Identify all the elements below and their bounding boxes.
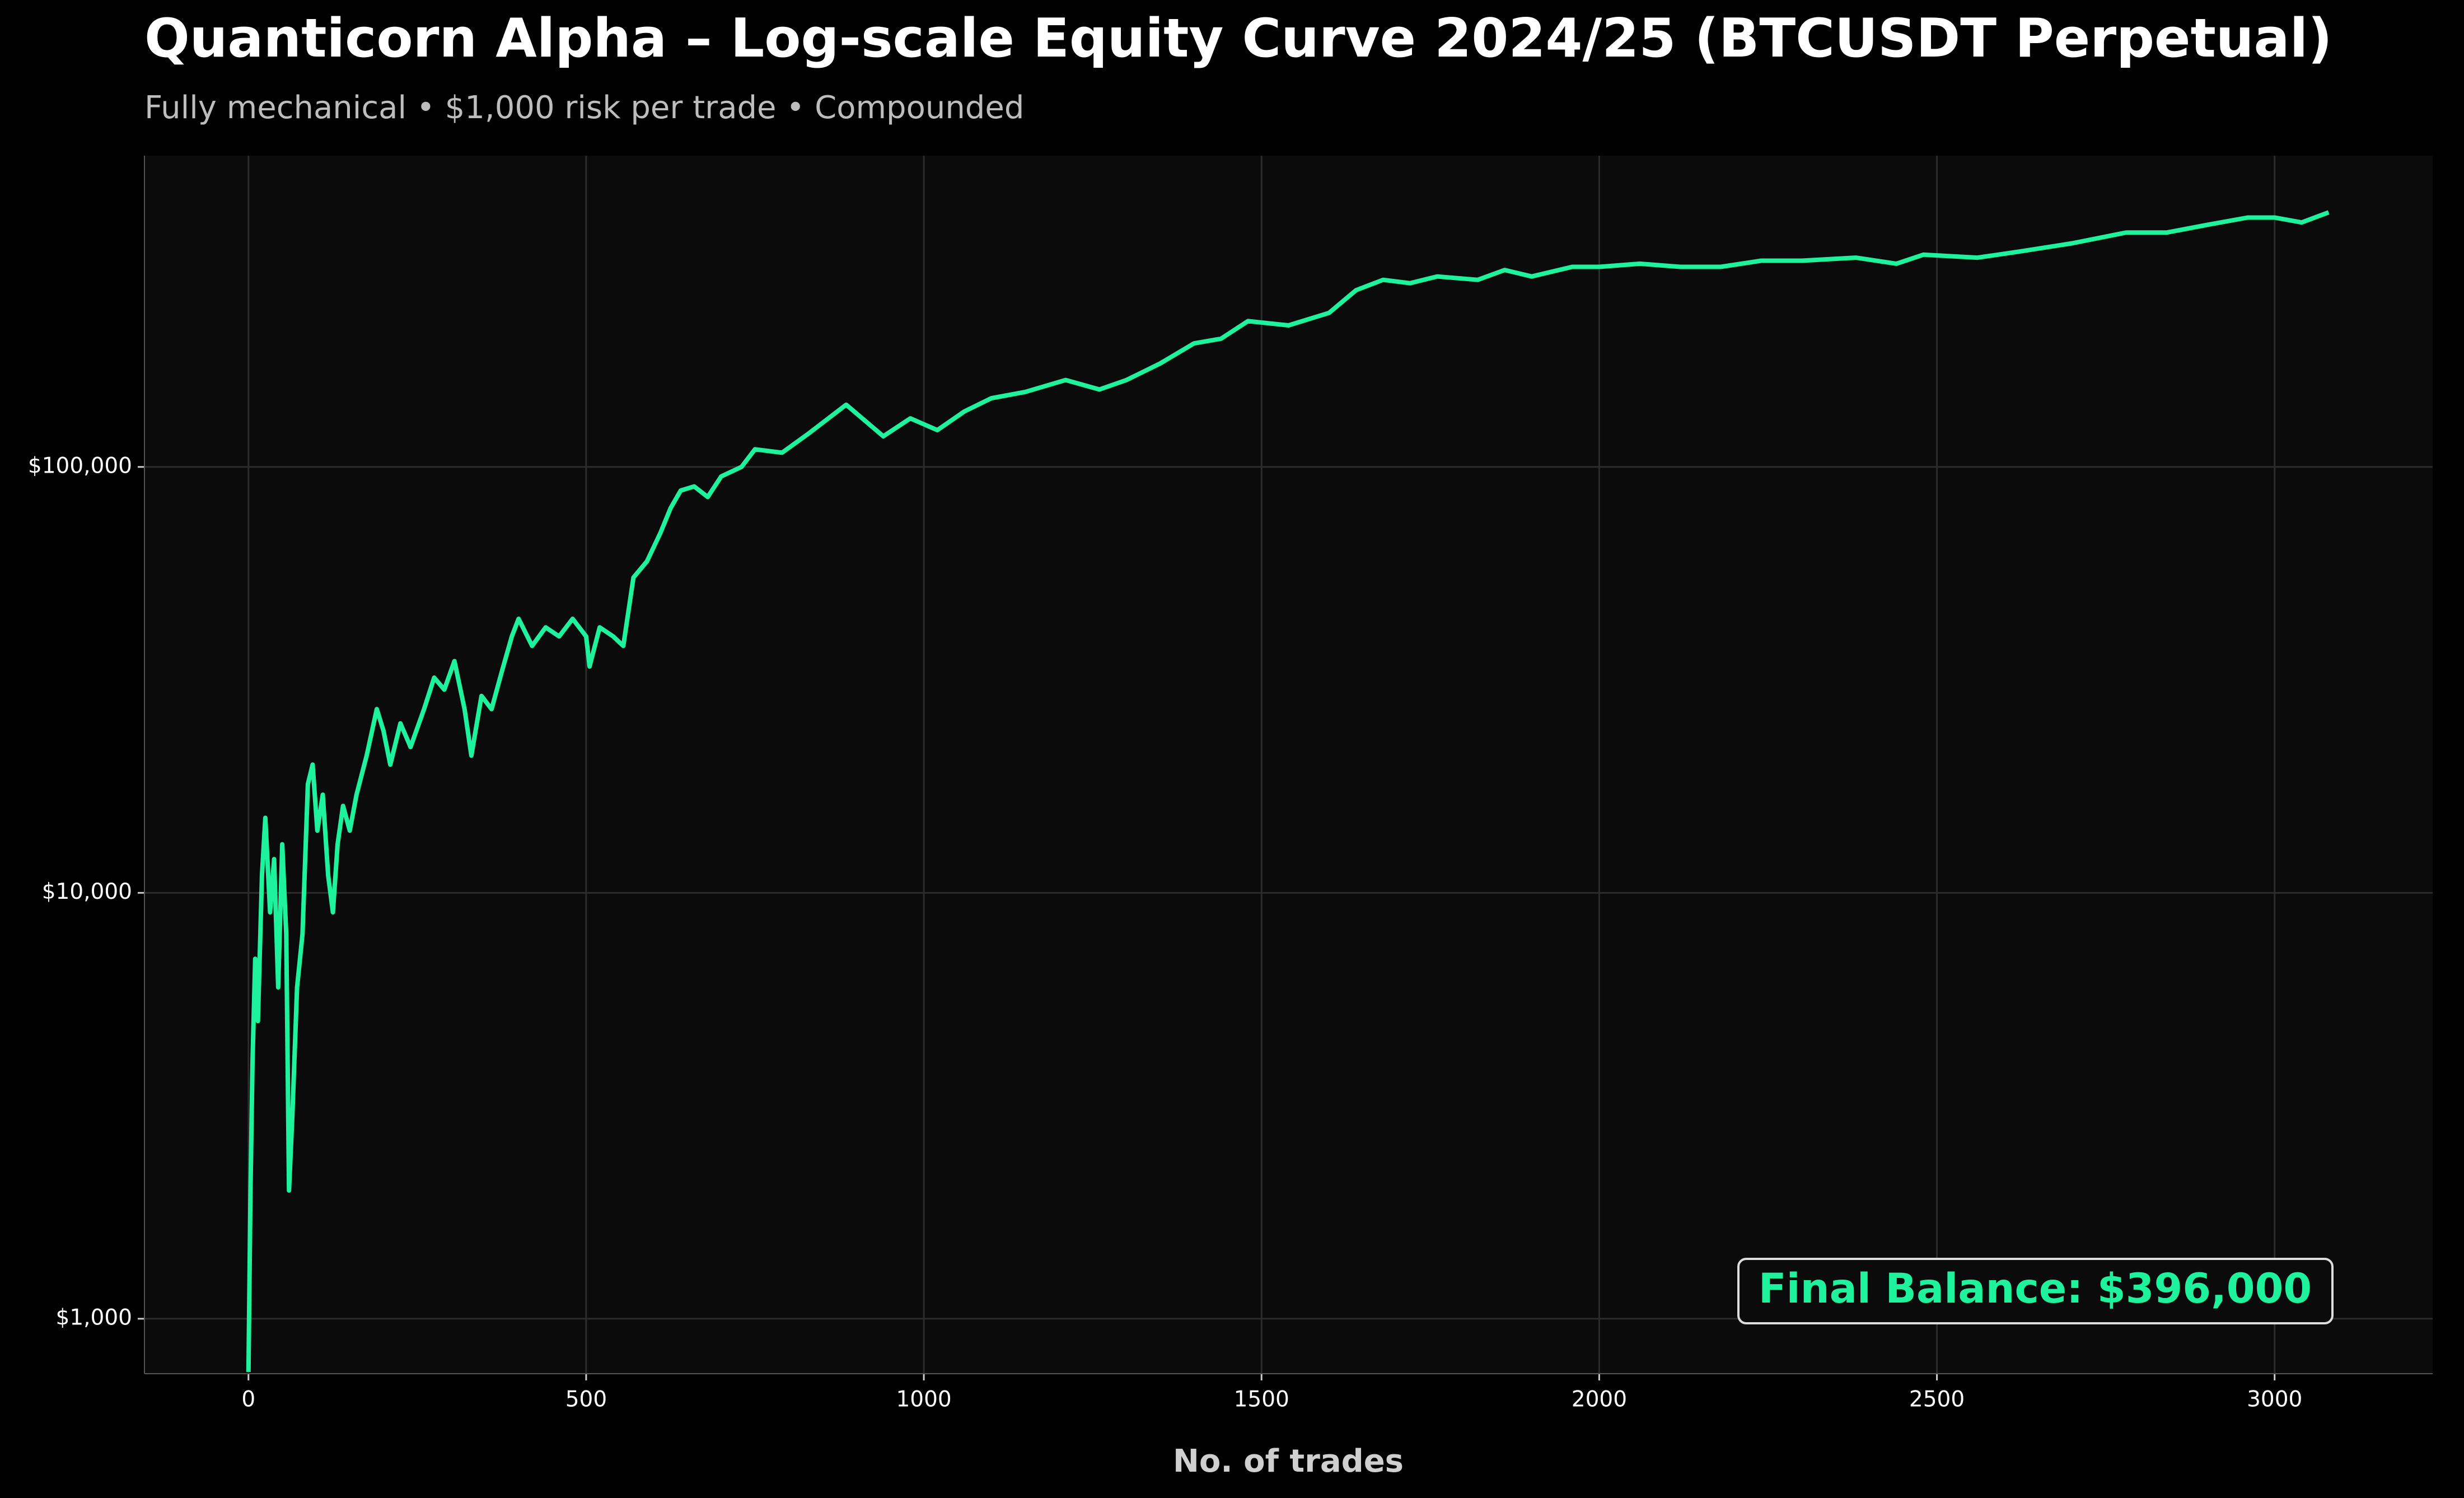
x-tick-label: 2000 (1572, 1387, 1627, 1412)
x-tick-label: 500 (565, 1387, 607, 1412)
y-tick-label: $10,000 (42, 879, 132, 904)
x-axis-label: No. of trades (1173, 1443, 1404, 1480)
annotation: Final Balance: $396,000 (1759, 1265, 2312, 1313)
x-tick-label: 1000 (896, 1387, 951, 1412)
x-tick-label: 2500 (1909, 1387, 1965, 1412)
chart-subtitle: Fully mechanical • $1,000 risk per trade… (144, 90, 1024, 126)
y-tick-label: $1,000 (56, 1305, 132, 1330)
x-tick-label: 3000 (2247, 1387, 2302, 1412)
x-tick-label: 0 (241, 1387, 255, 1412)
annotation-box (1737, 1258, 2334, 1324)
chart-title: Quanticorn Alpha – Log-scale Equity Curv… (144, 8, 2332, 69)
x-tick-label: 1500 (1234, 1387, 1289, 1412)
y-tick-label: $100,000 (28, 453, 132, 478)
marks (246, 210, 2330, 1372)
plot-area (144, 156, 2433, 1374)
equity-line (246, 210, 2330, 1372)
